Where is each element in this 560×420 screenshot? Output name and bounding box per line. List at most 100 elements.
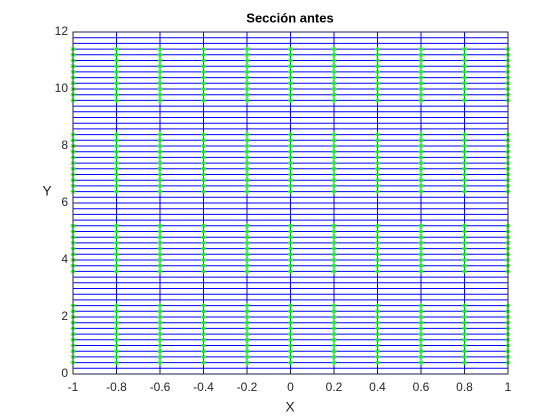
node-marker	[244, 75, 250, 81]
node-marker	[462, 354, 467, 360]
node-marker	[244, 58, 250, 63]
node-marker	[288, 46, 293, 52]
node-marker	[462, 80, 467, 86]
x-tick-label: 0.4	[369, 380, 386, 394]
node-marker	[201, 240, 206, 246]
node-marker	[244, 172, 250, 177]
node-marker	[114, 143, 119, 149]
node-marker	[244, 132, 250, 138]
node-marker	[375, 154, 380, 160]
node-marker	[114, 132, 119, 138]
node-marker	[157, 303, 163, 309]
node-marker	[201, 360, 206, 366]
node-marker	[288, 331, 293, 337]
node-marker	[418, 52, 424, 58]
node-marker	[288, 240, 293, 246]
node-marker	[114, 46, 119, 52]
node-marker	[157, 229, 163, 234]
node-marker	[462, 75, 467, 81]
node-marker	[375, 86, 380, 92]
node-marker	[462, 132, 467, 138]
node-marker	[244, 137, 250, 143]
node-marker	[418, 97, 424, 103]
x-tick-label: -0.2	[237, 380, 258, 394]
node-marker	[244, 246, 250, 252]
node-marker	[201, 97, 206, 103]
node-marker	[462, 143, 467, 149]
node-marker	[157, 69, 163, 75]
node-marker	[244, 69, 250, 75]
node-marker	[462, 348, 467, 354]
node-marker	[244, 331, 250, 337]
node-marker	[114, 360, 119, 366]
node-marker	[462, 69, 467, 75]
node-marker	[418, 325, 424, 331]
node-marker	[462, 343, 467, 348]
node-marker	[375, 360, 380, 366]
node-marker	[201, 172, 206, 177]
node-marker	[288, 189, 293, 195]
node-marker	[418, 314, 424, 320]
node-marker	[462, 331, 467, 337]
node-marker	[331, 46, 337, 52]
node-marker	[244, 354, 250, 360]
node-marker	[201, 343, 206, 348]
node-marker	[418, 263, 424, 269]
node-marker	[375, 354, 380, 360]
node-marker	[462, 257, 467, 263]
node-marker	[114, 154, 119, 160]
node-marker	[331, 325, 337, 331]
node-marker	[418, 154, 424, 160]
node-marker	[157, 314, 163, 320]
node-marker	[114, 348, 119, 354]
y-tick-label: 0	[61, 366, 68, 380]
node-marker	[157, 343, 163, 348]
node-marker	[418, 343, 424, 348]
node-marker	[201, 251, 206, 257]
node-marker	[114, 92, 119, 98]
node-marker	[375, 46, 380, 52]
node-marker	[331, 189, 337, 195]
node-marker	[288, 223, 293, 229]
node-marker	[418, 251, 424, 257]
node-marker	[331, 246, 337, 252]
node-marker	[201, 46, 206, 52]
node-marker	[157, 308, 163, 314]
node-marker	[157, 75, 163, 81]
node-marker	[288, 337, 293, 343]
node-marker	[375, 320, 380, 326]
node-marker	[157, 46, 163, 52]
node-marker	[201, 348, 206, 354]
x-tick-label: 0.2	[326, 380, 343, 394]
node-marker	[331, 257, 337, 263]
node-marker	[114, 337, 119, 343]
node-marker	[462, 172, 467, 177]
node-marker	[331, 86, 337, 92]
node-marker	[288, 234, 293, 240]
node-marker	[244, 46, 250, 52]
node-marker	[462, 154, 467, 160]
node-marker	[201, 86, 206, 92]
node-marker	[331, 149, 337, 155]
node-marker	[375, 251, 380, 257]
plot-area: -1 -0.8 -0.6 -0.4 -0.2 0 0.2 0.4 0.6 0.8 102468101…	[55, 24, 512, 394]
node-marker	[331, 183, 337, 189]
node-marker	[288, 263, 293, 269]
node-marker	[244, 308, 250, 314]
node-marker	[288, 360, 293, 366]
node-marker	[244, 80, 250, 86]
node-marker	[375, 177, 380, 183]
node-marker	[418, 268, 424, 274]
node-marker	[114, 234, 119, 240]
node-marker	[418, 229, 424, 234]
node-marker	[462, 183, 467, 189]
node-marker	[462, 86, 467, 92]
x-axis-label: X	[285, 399, 295, 415]
node-marker	[114, 166, 119, 172]
node-marker	[375, 97, 380, 103]
node-marker	[201, 154, 206, 160]
node-marker	[375, 229, 380, 234]
node-marker	[288, 137, 293, 143]
node-marker	[375, 80, 380, 86]
